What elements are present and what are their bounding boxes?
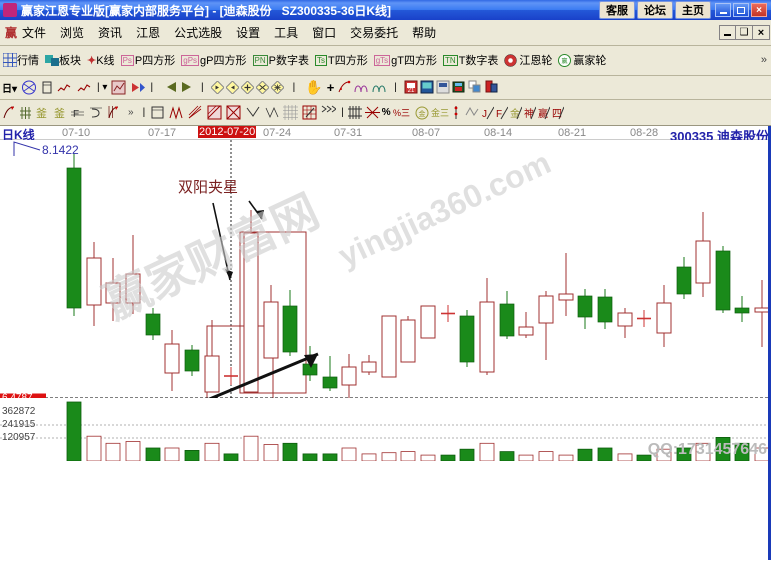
svg-text:F: F [73, 109, 79, 120]
svg-text:双阳夹星: 双阳夹星 [178, 179, 238, 196]
svg-text:120957: 120957 [2, 432, 36, 443]
svg-text:金: 金 [510, 107, 520, 120]
svg-text:362872: 362872 [2, 406, 36, 417]
svg-text:釜: 釜 [36, 106, 47, 120]
svg-text:21: 21 [408, 88, 415, 94]
svg-text:赢: 赢 [538, 107, 548, 120]
svg-text:赢: 赢 [562, 57, 568, 65]
svg-text:J: J [482, 109, 487, 120]
svg-text:8.1422: 8.1422 [42, 143, 79, 157]
svg-text:%三: %三 [393, 108, 410, 118]
svg-text:241915: 241915 [2, 419, 36, 430]
svg-text:神: 神 [524, 107, 534, 120]
svg-text:釜: 釜 [54, 106, 65, 120]
svg-text:金三: 金三 [431, 107, 449, 118]
svg-text:金: 金 [418, 109, 425, 118]
